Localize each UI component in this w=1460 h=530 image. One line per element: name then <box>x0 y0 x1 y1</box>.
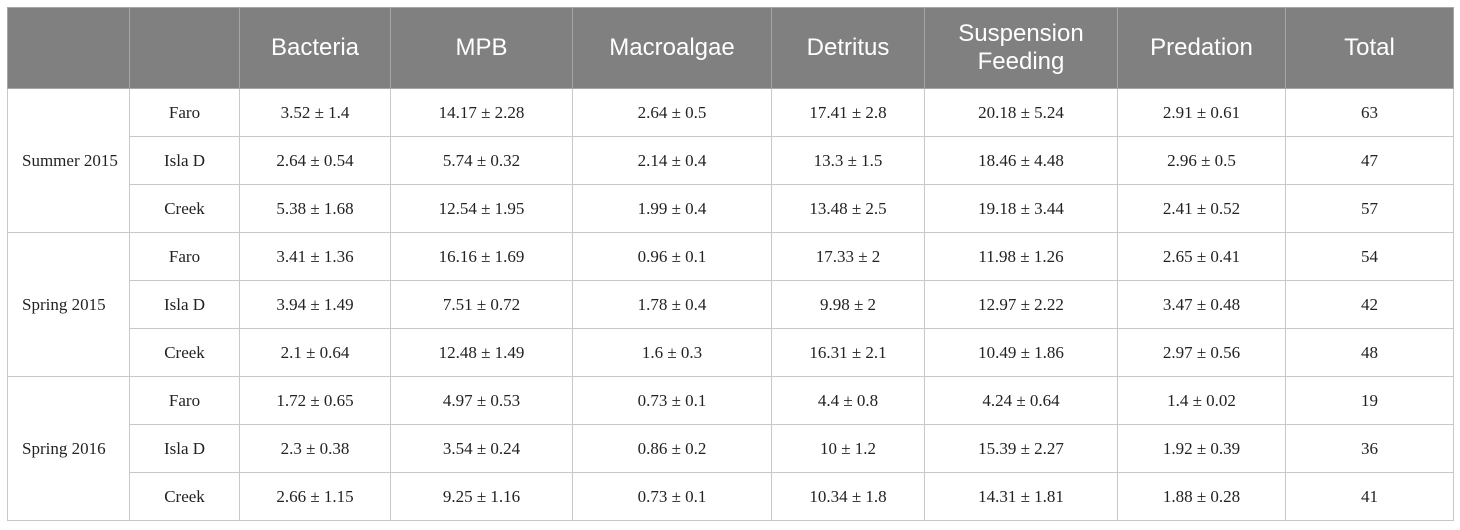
cell-bacteria: 2.3 ± 0.38 <box>239 424 391 473</box>
cell-macroalgae: 2.14 ± 0.4 <box>572 136 772 185</box>
cell-macroalgae: 2.64 ± 0.5 <box>572 88 772 137</box>
cell-suspension-feeding: 4.24 ± 0.64 <box>924 376 1118 425</box>
cell-bacteria: 2.1 ± 0.64 <box>239 328 391 377</box>
header-mpb: MPB <box>390 7 573 89</box>
cell-bacteria: 2.64 ± 0.54 <box>239 136 391 185</box>
cell-total: 57 <box>1285 184 1454 233</box>
cell-mpb: 3.54 ± 0.24 <box>390 424 573 473</box>
cell-total: 54 <box>1285 232 1454 281</box>
site-label: Creek <box>129 472 240 521</box>
cell-predation: 2.97 ± 0.56 <box>1117 328 1286 377</box>
cell-predation: 3.47 ± 0.48 <box>1117 280 1286 329</box>
cell-predation: 2.41 ± 0.52 <box>1117 184 1286 233</box>
cell-suspension-feeding: 11.98 ± 1.26 <box>924 232 1118 281</box>
cell-mpb: 9.25 ± 1.16 <box>390 472 573 521</box>
table-header: Bacteria MPB Macroalgae Detritus Suspens… <box>7 7 1454 89</box>
cell-mpb: 16.16 ± 1.69 <box>390 232 573 281</box>
cell-detritus: 13.48 ± 2.5 <box>771 184 925 233</box>
cell-total: 42 <box>1285 280 1454 329</box>
site-label: Faro <box>129 88 240 137</box>
cell-detritus: 10 ± 1.2 <box>771 424 925 473</box>
table-row: Spring 2016 Faro 1.72 ± 0.65 4.97 ± 0.53 0.7… <box>7 376 1454 521</box>
cell-total: 63 <box>1285 88 1454 137</box>
cell-bacteria: 2.66 ± 1.15 <box>239 472 391 521</box>
header-total: Total <box>1285 7 1454 89</box>
cell-macroalgae: 1.6 ± 0.3 <box>572 328 772 377</box>
cell-total: 47 <box>1285 136 1454 185</box>
cell-suspension-feeding: 18.46 ± 4.48 <box>924 136 1118 185</box>
site-label: Isla D <box>129 136 240 185</box>
cell-mpb: 4.97 ± 0.53 <box>390 376 573 425</box>
cell-suspension-feeding: 19.18 ± 3.44 <box>924 184 1118 233</box>
header-site <box>129 7 240 89</box>
cell-detritus: 13.3 ± 1.5 <box>771 136 925 185</box>
cell-macroalgae: 0.96 ± 0.1 <box>572 232 772 281</box>
cell-bacteria: 3.52 ± 1.4 <box>239 88 391 137</box>
cell-predation: 1.4 ± 0.02 <box>1117 376 1286 425</box>
header-row: Bacteria MPB Macroalgae Detritus Suspens… <box>7 7 1454 89</box>
cell-macroalgae: 1.99 ± 0.4 <box>572 184 772 233</box>
table-row: Isla D 2.64 ± 0.54 5.74 ± 0.32 2.14 ± 0.4 13… <box>8 136 1454 185</box>
cell-macroalgae: 1.78 ± 0.4 <box>572 280 772 329</box>
season-label: Spring 2015 <box>7 232 130 377</box>
cell-detritus: 16.31 ± 2.1 <box>771 328 925 377</box>
cell-detritus: 17.41 ± 2.8 <box>771 88 925 137</box>
cell-macroalgae: 0.73 ± 0.1 <box>572 376 772 425</box>
cell-bacteria: 1.72 ± 0.65 <box>239 376 391 425</box>
table-row: Creek 2.1 ± 0.64 12.48 ± 1.49 1.6 ± 0.3 16.3… <box>8 328 1454 377</box>
header-suspension-feeding: Suspension Feeding <box>924 7 1118 89</box>
cell-bacteria: 5.38 ± 1.68 <box>239 184 391 233</box>
cell-bacteria: 3.41 ± 1.36 <box>239 232 391 281</box>
cell-mpb: 12.48 ± 1.49 <box>390 328 573 377</box>
cell-total: 36 <box>1285 424 1454 473</box>
header-detritus: Detritus <box>771 7 925 89</box>
cell-suspension-feeding: 10.49 ± 1.86 <box>924 328 1118 377</box>
site-label: Faro <box>129 376 240 425</box>
cell-mpb: 7.51 ± 0.72 <box>390 280 573 329</box>
cell-suspension-feeding: 14.31 ± 1.81 <box>924 472 1118 521</box>
cell-total: 48 <box>1285 328 1454 377</box>
table-row: Creek 5.38 ± 1.68 12.54 ± 1.95 1.99 ± 0.4 13… <box>8 184 1454 233</box>
season-label: Spring 2016 <box>7 376 130 521</box>
cell-predation: 2.65 ± 0.41 <box>1117 232 1286 281</box>
site-label: Isla D <box>129 280 240 329</box>
site-label: Faro <box>129 232 240 281</box>
cell-total: 41 <box>1285 472 1454 521</box>
table-row: Spring 2015 Faro 3.41 ± 1.36 16.16 ± 1.69 0.… <box>7 232 1454 377</box>
cell-suspension-feeding: 12.97 ± 2.22 <box>924 280 1118 329</box>
data-table: Bacteria MPB Macroalgae Detritus Suspens… <box>7 7 1454 521</box>
cell-predation: 2.91 ± 0.61 <box>1117 88 1286 137</box>
data-table-container: Bacteria MPB Macroalgae Detritus Suspens… <box>7 7 1454 521</box>
cell-macroalgae: 0.86 ± 0.2 <box>572 424 772 473</box>
header-predation: Predation <box>1117 7 1286 89</box>
cell-detritus: 10.34 ± 1.8 <box>771 472 925 521</box>
cell-suspension-feeding: 20.18 ± 5.24 <box>924 88 1118 137</box>
header-macroalgae: Macroalgae <box>572 7 772 89</box>
site-label: Creek <box>129 328 240 377</box>
cell-bacteria: 3.94 ± 1.49 <box>239 280 391 329</box>
table-row: Summer 2015 Faro 3.52 ± 1.4 14.17 ± 2.28 2.6… <box>7 88 1454 233</box>
cell-total: 19 <box>1285 376 1454 425</box>
cell-mpb: 5.74 ± 0.32 <box>390 136 573 185</box>
site-label: Isla D <box>129 424 240 473</box>
header-bacteria: Bacteria <box>239 7 391 89</box>
header-season <box>7 7 130 89</box>
site-label: Creek <box>129 184 240 233</box>
cell-detritus: 17.33 ± 2 <box>771 232 925 281</box>
cell-detritus: 9.98 ± 2 <box>771 280 925 329</box>
cell-mpb: 14.17 ± 2.28 <box>390 88 573 137</box>
cell-suspension-feeding: 15.39 ± 2.27 <box>924 424 1118 473</box>
table-body: Summer 2015 Faro 3.52 ± 1.4 14.17 ± 2.28 2.6… <box>7 88 1454 521</box>
cell-mpb: 12.54 ± 1.95 <box>390 184 573 233</box>
cell-detritus: 4.4 ± 0.8 <box>771 376 925 425</box>
table-row: Creek 2.66 ± 1.15 9.25 ± 1.16 0.73 ± 0.1 10.… <box>8 472 1454 521</box>
cell-predation: 2.96 ± 0.5 <box>1117 136 1286 185</box>
cell-macroalgae: 0.73 ± 0.1 <box>572 472 772 521</box>
cell-predation: 1.92 ± 0.39 <box>1117 424 1286 473</box>
cell-predation: 1.88 ± 0.28 <box>1117 472 1286 521</box>
table-row: Isla D 2.3 ± 0.38 3.54 ± 0.24 0.86 ± 0.2 10 … <box>8 424 1454 473</box>
table-row: Isla D 3.94 ± 1.49 7.51 ± 0.72 1.78 ± 0.4 9.… <box>8 280 1454 329</box>
season-label: Summer 2015 <box>7 88 130 233</box>
